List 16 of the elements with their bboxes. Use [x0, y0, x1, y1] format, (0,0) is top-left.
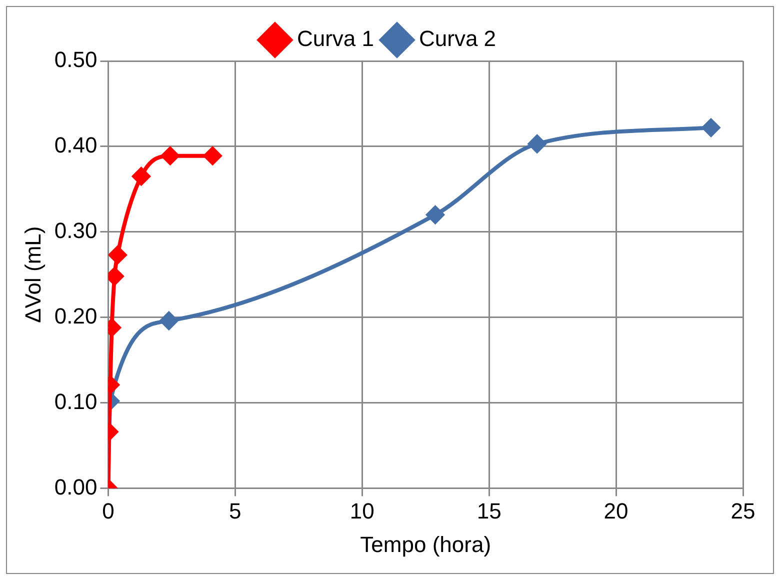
x-tick-label: 10: [350, 498, 374, 524]
y-tick-label: 0.20: [54, 303, 98, 328]
x-tick-label: 25: [730, 498, 756, 524]
y-tick-label: 0.00: [54, 474, 98, 500]
legend-label: Curva 2: [419, 26, 496, 52]
x-tick-label: 20: [604, 498, 628, 524]
legend-label: Curva 1: [296, 26, 374, 52]
y-tick-label: 0.10: [54, 388, 98, 414]
y-axis-title: ΔVol (mL): [20, 226, 46, 323]
x-tick-label: 15: [476, 498, 502, 524]
y-tick-label: 0.40: [54, 132, 98, 158]
x-axis-title: Tempo (hora): [360, 532, 492, 557]
y-tick-label: 0.50: [54, 47, 98, 72]
y-tick-label: 0.30: [54, 218, 98, 243]
x-tick-label: 0: [102, 498, 114, 524]
x-tick-label: 5: [229, 498, 242, 524]
